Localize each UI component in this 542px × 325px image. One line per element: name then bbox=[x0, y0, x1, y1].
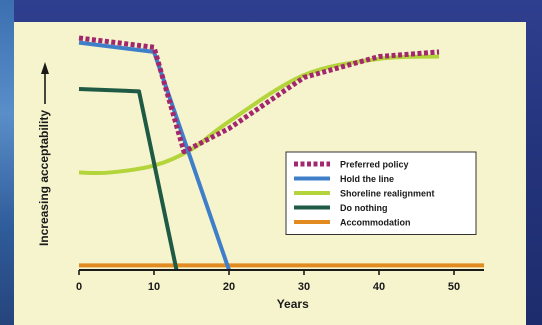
water-background-strip bbox=[0, 0, 14, 325]
y-axis-arrow-head bbox=[41, 62, 49, 74]
legend-label-accommodation: Accommodation bbox=[340, 218, 411, 228]
series-line-do-nothing bbox=[78, 87, 179, 271]
x-tick-label-50: 50 bbox=[448, 281, 460, 293]
y-axis-title: Increasing acceptability bbox=[37, 110, 51, 246]
legend-label-hold-the-line: Hold the line bbox=[340, 174, 394, 184]
legend-label-shoreline-realignment: Shoreline realignment bbox=[340, 189, 435, 199]
y-axis-title-group: Increasing acceptability bbox=[37, 62, 51, 246]
legend: Preferred policy Hold the line Shoreline r… bbox=[285, 151, 477, 235]
legend-label-preferred-policy: Preferred policy bbox=[340, 160, 409, 170]
legend-label-do-nothing: Do nothing bbox=[340, 203, 387, 213]
series-line-preferred-policy bbox=[78, 35, 440, 155]
x-tick-label-40: 40 bbox=[373, 281, 385, 293]
x-axis-title: Years bbox=[277, 297, 309, 311]
x-tick-label-30: 30 bbox=[298, 281, 310, 293]
series-layer bbox=[78, 35, 484, 271]
x-tick-label-10: 10 bbox=[148, 281, 160, 293]
x-ticks: 0 10 20 30 40 50 bbox=[76, 270, 460, 293]
x-tick-label-0: 0 bbox=[76, 281, 82, 293]
x-tick-label-20: 20 bbox=[223, 281, 235, 293]
